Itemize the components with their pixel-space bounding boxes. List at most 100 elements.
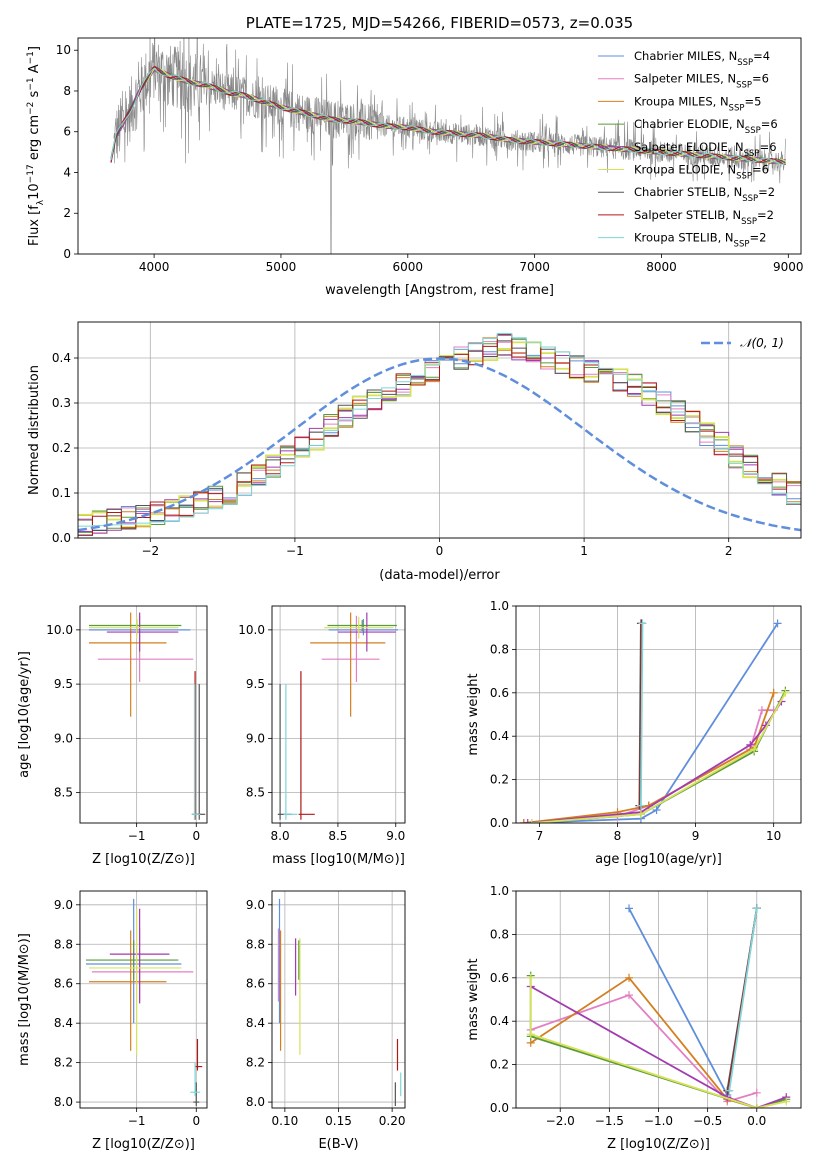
x-axis-label: (data-model)/error xyxy=(379,568,500,583)
series-marker xyxy=(625,904,634,913)
series-marker xyxy=(750,745,759,754)
legend-label-base: Salpeter ELODIE, N xyxy=(634,140,744,154)
legend-label-sub: SSP xyxy=(742,194,758,204)
legend-label: Kroupa MILES, NSSP=5 xyxy=(634,94,761,113)
y-tick-label: 8.4 xyxy=(246,1016,265,1030)
y-tick-label: 0.6 xyxy=(490,686,509,700)
errorbar-point xyxy=(193,1082,200,1107)
series-line xyxy=(531,692,787,823)
x-tick-label: 8.5 xyxy=(328,829,347,843)
legend-label-tail: =5 xyxy=(744,94,761,108)
histogram-step xyxy=(78,333,801,527)
axes-frame xyxy=(79,605,208,824)
x-axis-label: Z [log10(Z/Z⊙)] xyxy=(92,1137,195,1152)
x-tick-label: 0 xyxy=(192,829,200,843)
errorbar-area xyxy=(277,898,402,1107)
series-marker xyxy=(769,688,778,697)
series-marker xyxy=(746,740,755,749)
errorbar-point xyxy=(109,908,170,1004)
y-tick-label: 9.0 xyxy=(54,731,73,745)
y-tick-label: 0.0 xyxy=(52,531,71,545)
x-tick-label: 9000 xyxy=(773,260,804,274)
y-tick-label: 0.8 xyxy=(490,927,509,941)
series-marker xyxy=(526,973,535,982)
legend-label: Salpeter MILES, NSSP=6 xyxy=(634,72,769,91)
y-axis-label: mass weight xyxy=(466,958,481,1040)
errorbar-point xyxy=(298,671,315,820)
y-axis-label: mass [log10(M/M⊙)] xyxy=(17,933,32,1066)
y-tick-label: 0.6 xyxy=(490,971,509,985)
series-marker xyxy=(636,810,645,819)
legend-label: Chabrier ELODIE, NSSP=6 xyxy=(634,117,778,136)
x-tick-label: 7000 xyxy=(519,260,550,274)
legend-label-sub: SSP xyxy=(744,149,760,159)
series-line xyxy=(530,994,758,1103)
legend-label-tail: =2 xyxy=(758,185,775,199)
x-tick-label: 5000 xyxy=(266,260,297,274)
errorbar-point xyxy=(190,1062,200,1097)
errorbar-point xyxy=(88,930,167,1051)
series-marker xyxy=(782,1097,791,1106)
normal-distribution-curve xyxy=(78,357,801,532)
legend-label-sub: SSP xyxy=(736,172,752,182)
y-axis-label-part: erg cm xyxy=(27,115,42,164)
axes-frame xyxy=(77,321,802,539)
y-axis-label-part: −1 xyxy=(26,77,36,90)
series-marker xyxy=(752,904,761,913)
x-tick-label: 0 xyxy=(436,544,444,558)
series-marker xyxy=(781,688,790,697)
errorbar-point xyxy=(106,612,179,652)
y-tick-label: 8 xyxy=(63,84,71,98)
y-tick-label: 8.8 xyxy=(54,937,73,951)
series-marker xyxy=(523,819,532,823)
axes-frame xyxy=(271,890,406,1109)
y-tick-label: 10.0 xyxy=(238,623,265,637)
x-tick-label: −2.0 xyxy=(546,1114,575,1128)
series-marker xyxy=(638,619,647,628)
y-axis-label-part: −1 xyxy=(26,51,36,64)
errorbar-point xyxy=(324,616,394,639)
errorbar-point xyxy=(337,612,396,652)
y-axis-label: age [log10(age/yr)] xyxy=(17,651,32,778)
series-line xyxy=(640,623,644,806)
legend-label-sub: SSP xyxy=(736,81,752,91)
errorbar-area xyxy=(277,612,399,820)
y-tick-label: 0.2 xyxy=(52,441,71,455)
errorbar-area xyxy=(88,612,206,820)
x-axis-label: age [log10(age/yr)] xyxy=(595,852,722,867)
series-marker xyxy=(773,619,782,628)
panel-cumulative_mass_vs_Z: −2.0 −1.5 −1.0 −0.5 0.0 0.0 0.2 0.4 0.6 0.8 1.0 Z [… xyxy=(466,884,802,1152)
x-tick-label: 8.0 xyxy=(271,829,290,843)
y-tick-label: 8.8 xyxy=(246,937,265,951)
y-tick-label: 8.0 xyxy=(54,1095,73,1109)
x-tick-label: 0.20 xyxy=(379,1114,406,1128)
series-marker xyxy=(625,973,634,982)
y-axis-label-part: λ xyxy=(36,199,46,205)
legend-label-sub: SSP xyxy=(729,103,745,113)
panel-residuals: −2 −1 0 1 2 0.0 0.1 0.2 0.3 0.4 (data-model)/error… xyxy=(27,321,802,583)
panel-age_vs_mass: 8.0 8.5 9.0 8.5 9.0 9.5 10.0 mass [log10(M/M⊙)] xyxy=(238,605,406,867)
y-tick-label: 2 xyxy=(63,206,71,220)
y-axis-label-part: ] xyxy=(27,46,42,51)
y-tick-label: 8.0 xyxy=(246,1095,265,1109)
legend-label-tail: =6 xyxy=(761,117,778,131)
y-tick-label: 10.0 xyxy=(46,623,73,637)
errorbar-point xyxy=(310,612,386,717)
errorbar-point xyxy=(191,684,201,820)
errorbar-point xyxy=(277,684,292,820)
panel-mass_vs_Z: −1 0 8.0 8.2 8.4 8.6 8.8 9.0 Z [log10(Z/Z⊙)] mass… xyxy=(17,890,208,1152)
legend-label: Chabrier STELIB, NSSP=2 xyxy=(634,185,775,204)
axes-frame xyxy=(515,890,802,1109)
x-tick-label: 0.10 xyxy=(272,1114,299,1128)
series-line xyxy=(531,690,787,823)
errorbar-point xyxy=(88,612,167,717)
x-tick-label: −1 xyxy=(286,544,304,558)
panel-age_vs_Z: −1 0 8.5 9.0 9.5 10.0 Z [log10(Z/Z⊙)] age [log1… xyxy=(17,605,208,867)
y-tick-label: 8.5 xyxy=(246,786,265,800)
y-tick-label: 1.0 xyxy=(490,599,509,613)
y-tick-label: 9.5 xyxy=(246,677,265,691)
x-tick-label: 9.0 xyxy=(386,829,405,843)
